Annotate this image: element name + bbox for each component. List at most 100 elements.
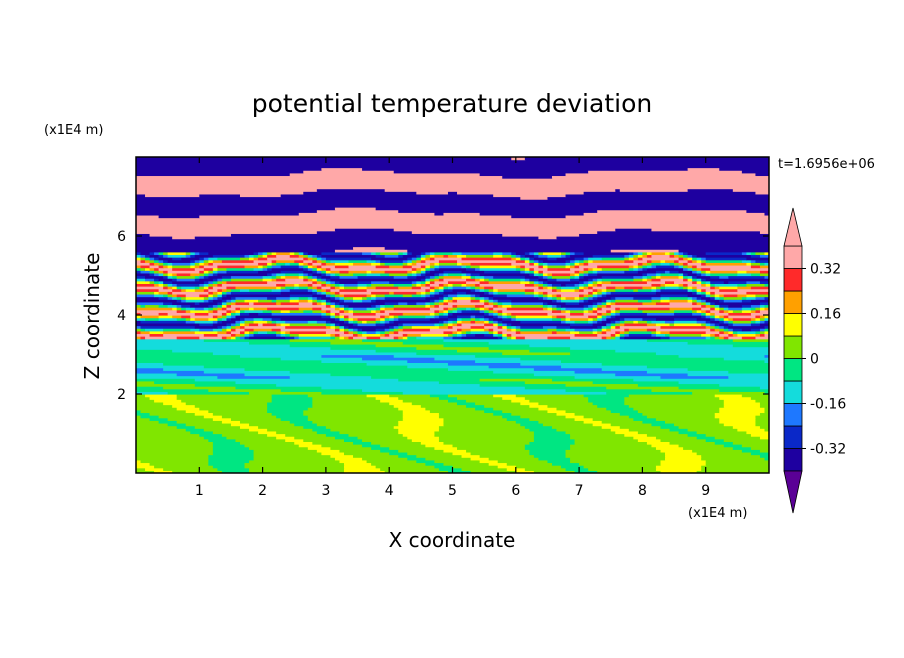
field-cell (226, 304, 232, 308)
field-cell (230, 315, 237, 319)
field-cell (484, 320, 490, 324)
field-cell (235, 336, 241, 340)
field-cell (362, 388, 567, 392)
field-cell (687, 283, 702, 287)
field-cell (411, 286, 422, 290)
field-cell (136, 370, 205, 374)
field-cell (701, 278, 707, 282)
field-cell (425, 280, 431, 284)
field-cell (203, 296, 209, 300)
field-cell (533, 272, 540, 277)
field-cell (547, 196, 769, 200)
field-cell (624, 336, 662, 340)
field-cell (371, 309, 377, 313)
field-cell (520, 270, 526, 274)
field-cell (267, 307, 300, 311)
field-cell (759, 317, 766, 321)
field-cell (136, 409, 142, 414)
field-cell (488, 462, 508, 466)
field-cell (524, 270, 530, 274)
field-cell (280, 333, 286, 337)
field-cell (628, 394, 716, 398)
field-cell (194, 275, 200, 279)
field-cell (398, 328, 404, 332)
field-cell (276, 275, 282, 279)
field-cell (565, 259, 571, 263)
field-cell (457, 401, 476, 406)
field-cell (321, 444, 363, 448)
field-cell (683, 446, 734, 450)
field-cell (217, 320, 223, 324)
field-cell (353, 441, 372, 445)
field-cell (217, 325, 223, 329)
field-cell (628, 251, 634, 256)
field-cell (678, 386, 761, 390)
field-cell (687, 275, 693, 279)
field-cell (244, 317, 255, 321)
field-cell (759, 230, 769, 234)
field-cell (429, 280, 436, 284)
field-cell (194, 320, 214, 324)
field-cell (434, 322, 440, 327)
field-cell (176, 425, 196, 429)
field-cell (375, 304, 381, 308)
field-cell (615, 286, 625, 290)
field-cell (583, 312, 598, 316)
field-cell (565, 172, 757, 177)
field-cell (276, 278, 286, 282)
field-cell (289, 299, 300, 303)
field-cell (217, 288, 223, 292)
field-cell (149, 262, 155, 266)
field-cell (163, 367, 246, 371)
field-cell (714, 328, 720, 332)
field-cell (637, 251, 643, 256)
field-cell (579, 299, 585, 303)
field-cell (429, 283, 440, 287)
field-cell (669, 322, 675, 327)
field-cell (750, 317, 757, 321)
field-cell (239, 257, 250, 261)
field-cell (565, 251, 571, 256)
field-cell (606, 291, 612, 295)
field-cell (764, 328, 769, 332)
field-cell (452, 251, 463, 256)
field-cell (520, 357, 725, 361)
field-cell (307, 254, 313, 258)
field-cell (470, 286, 476, 290)
field-cell (556, 296, 562, 300)
field-cell (692, 296, 698, 300)
field-cell (687, 288, 693, 292)
field-cell (579, 272, 585, 277)
field-cell (136, 451, 214, 456)
field-cell (642, 262, 648, 266)
field-cell (239, 309, 246, 313)
field-cell (226, 309, 232, 313)
field-cell (479, 378, 553, 382)
field-cell (339, 286, 345, 290)
field-cell (493, 286, 539, 290)
field-cell (470, 299, 481, 303)
field-cell (371, 257, 408, 261)
field-cell (674, 264, 680, 269)
field-cell (330, 304, 336, 308)
field-cell (416, 454, 463, 458)
field-cell (371, 441, 422, 445)
field-cell (515, 328, 521, 332)
field-cell (357, 330, 363, 335)
field-cell (443, 301, 449, 306)
field-cell (136, 196, 521, 200)
field-cell (438, 412, 494, 416)
field-cell (479, 264, 517, 269)
field-cell (258, 251, 264, 256)
field-cell (633, 257, 639, 261)
field-cell (262, 267, 268, 271)
field-cell (289, 375, 372, 379)
field-cell (443, 312, 449, 316)
field-cell (330, 446, 372, 450)
field-cell (470, 288, 476, 292)
field-cell (384, 317, 390, 321)
field-cell (438, 278, 445, 282)
field-cell (217, 296, 223, 300)
field-cell (520, 325, 544, 329)
